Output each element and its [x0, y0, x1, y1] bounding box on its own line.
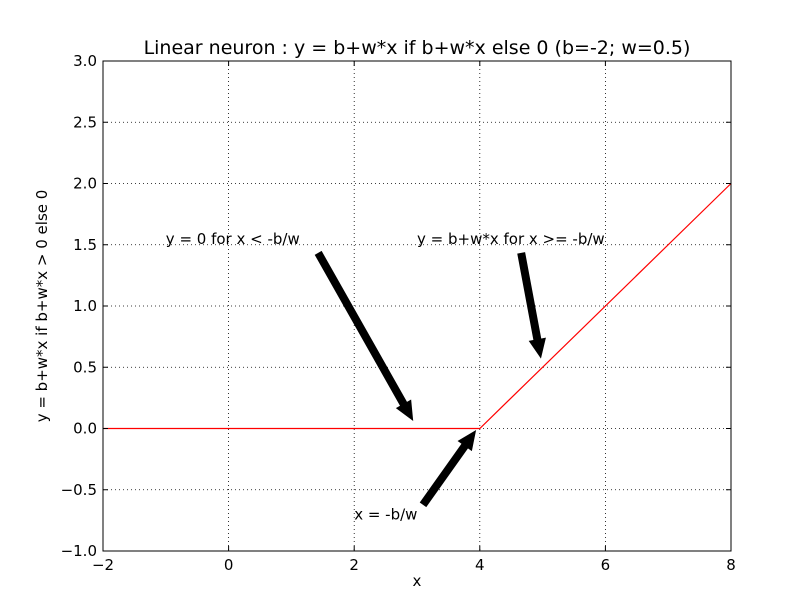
- x-tick-label: 8: [726, 556, 736, 574]
- series-line: [103, 183, 732, 430]
- annotation-arrow: [517, 252, 546, 359]
- axis-ticks: −2 0 2 4 6 8 −1.0 −0.5 0.0 0.5 1.0 1.5 2.0 2.5 3.0: [61, 52, 736, 574]
- annotation-text: y = b+w*x for x >= -b/w: [417, 230, 605, 248]
- annotation-text: x = -b/w: [354, 505, 417, 523]
- y-tick-label: 1.5: [73, 236, 97, 254]
- x-tick-label: 4: [475, 556, 485, 574]
- y-tick-label: 2.5: [73, 113, 97, 131]
- y-tick-label: −1.0: [61, 542, 97, 560]
- x-tick-label: 0: [224, 556, 234, 574]
- annotation-layer: y = 0 for x < -b/w y = b+w*x for x >= -b/…: [166, 230, 605, 524]
- annotation-arrow: [314, 250, 414, 421]
- y-tick-label: 1.0: [73, 297, 97, 315]
- y-tick-label: 2.0: [73, 175, 97, 193]
- annotation-arrow: [419, 429, 477, 508]
- x-axis-label: x: [413, 572, 422, 590]
- y-tick-label: 0.0: [73, 420, 97, 438]
- y-tick-label: −0.5: [61, 481, 97, 499]
- y-tick-label: 0.5: [73, 358, 97, 376]
- x-tick-label: 2: [349, 556, 359, 574]
- y-tick-label: 3.0: [73, 52, 97, 70]
- annotation-text: y = 0 for x < -b/w: [166, 230, 300, 248]
- series-layer: [103, 183, 732, 430]
- x-tick-label: −2: [92, 556, 114, 574]
- y-axis-label: y = b+w*x if b+w*x > 0 else 0: [33, 190, 51, 423]
- chart-title: Linear neuron : y = b+w*x if b+w*x else …: [144, 37, 691, 59]
- x-tick-label: 6: [601, 556, 611, 574]
